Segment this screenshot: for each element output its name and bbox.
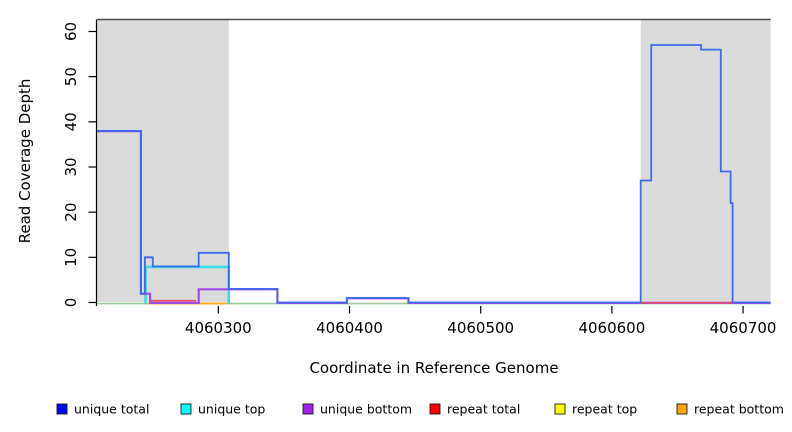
legend: unique total unique top unique bottom repea… — [56, 402, 784, 417]
legend-swatch-repeat_bottom — [676, 403, 688, 415]
legend-item-unique_top: unique top — [180, 402, 265, 417]
shaded-region — [97, 19, 229, 302]
y-tick-label: 0 — [62, 298, 80, 308]
x-tick-label: 4060400 — [316, 319, 383, 337]
y-tick-label: 10 — [62, 248, 80, 267]
x-axis-label: Coordinate in Reference Genome — [309, 359, 558, 377]
legend-label: repeat total — [447, 402, 520, 417]
legend-label: repeat bottom — [694, 402, 784, 417]
axes: 0 10 20 30 40 50 60 4060300 4060400 4060500 406060… — [62, 19, 777, 337]
legend-label: repeat top — [572, 402, 637, 417]
series-unique_total-line — [97, 44, 771, 304]
y-axis-label: Read Coverage Depth — [16, 79, 34, 244]
x-tick-label: 4060700 — [710, 319, 777, 337]
y-tick-label: 30 — [62, 157, 80, 176]
shaded-region — [640, 19, 771, 302]
x-tick-label: 4060500 — [447, 319, 514, 337]
legend-swatch-repeat_top — [554, 403, 566, 415]
legend-label: unique total — [74, 402, 149, 417]
y-tick-label: 50 — [62, 67, 80, 86]
shaded-regions — [97, 19, 771, 302]
legend-swatch-unique_top — [180, 403, 192, 415]
legend-item-repeat_total: repeat total — [429, 402, 520, 417]
legend-item-unique_bottom: unique bottom — [302, 402, 412, 417]
legend-item-repeat_top: repeat top — [554, 402, 637, 417]
legend-swatch-unique_bottom — [302, 403, 314, 415]
y-tick-label: 60 — [62, 22, 80, 41]
x-tick-label: 4060300 — [185, 319, 252, 337]
x-tick-label: 4060600 — [578, 319, 645, 337]
legend-swatch-repeat_total — [429, 403, 441, 415]
legend-item-repeat_bottom: repeat bottom — [676, 402, 784, 417]
legend-item-unique_total: unique total — [56, 402, 149, 417]
legend-label: unique bottom — [320, 402, 412, 417]
legend-label: unique top — [198, 402, 265, 417]
series-repeat_total-line — [150, 299, 733, 304]
y-tick-label: 40 — [62, 112, 80, 131]
y-tick-label: 20 — [62, 203, 80, 222]
legend-swatch-unique_total — [56, 403, 68, 415]
series-lines — [97, 44, 771, 305]
